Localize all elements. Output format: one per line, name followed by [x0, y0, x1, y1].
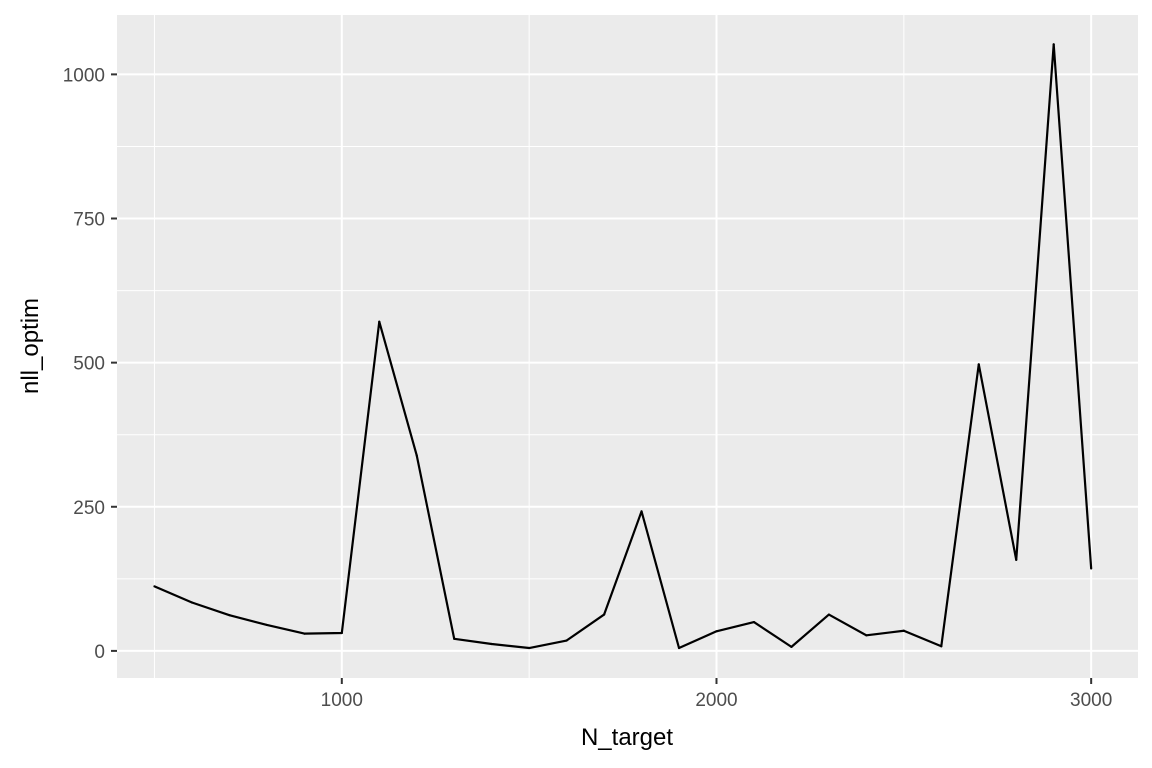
data-point [1015, 558, 1018, 561]
data-point [865, 634, 868, 637]
y-axis-title: nll_optim [17, 298, 44, 394]
data-point [340, 631, 343, 635]
data-point [303, 632, 306, 635]
x-tick-label: 1000 [321, 690, 363, 711]
data-point [640, 510, 643, 513]
data-point [490, 642, 493, 646]
x-tick-label: 3000 [1070, 690, 1112, 711]
data-point [528, 646, 531, 650]
y-axis: 0 250 500 750 1000 [63, 65, 117, 663]
data-point [1052, 43, 1055, 46]
data-point [977, 363, 980, 366]
data-point [265, 623, 268, 627]
series-line [154, 43, 1093, 650]
y-tick-label: 1000 [63, 65, 105, 86]
data-point [790, 645, 793, 648]
data-point [228, 614, 231, 617]
plot-panel [117, 15, 1138, 678]
y-tick-label: 500 [73, 354, 105, 375]
data-point [940, 645, 943, 648]
major-gridlines [117, 15, 1138, 678]
minor-gridlines [117, 15, 1138, 678]
y-tick-label: 250 [73, 498, 105, 519]
data-point [752, 620, 756, 624]
data-point [602, 613, 606, 616]
data-point [378, 320, 381, 323]
data-point [415, 454, 418, 457]
data-point [827, 613, 830, 616]
y-tick-label: 0 [94, 642, 105, 663]
data-point [153, 585, 156, 588]
x-axis-title: N_target [581, 724, 673, 751]
y-tick-label: 750 [73, 210, 105, 231]
x-axis: 1000 2000 3000 [321, 678, 1112, 711]
x-tick-label: 2000 [695, 690, 737, 711]
data-point [565, 639, 568, 642]
data-point [677, 646, 681, 650]
data-point [453, 637, 456, 640]
data-point [902, 629, 905, 632]
data-point [190, 601, 194, 604]
series-layer [153, 43, 1093, 650]
data-point [715, 630, 718, 633]
data-point [1090, 567, 1093, 570]
